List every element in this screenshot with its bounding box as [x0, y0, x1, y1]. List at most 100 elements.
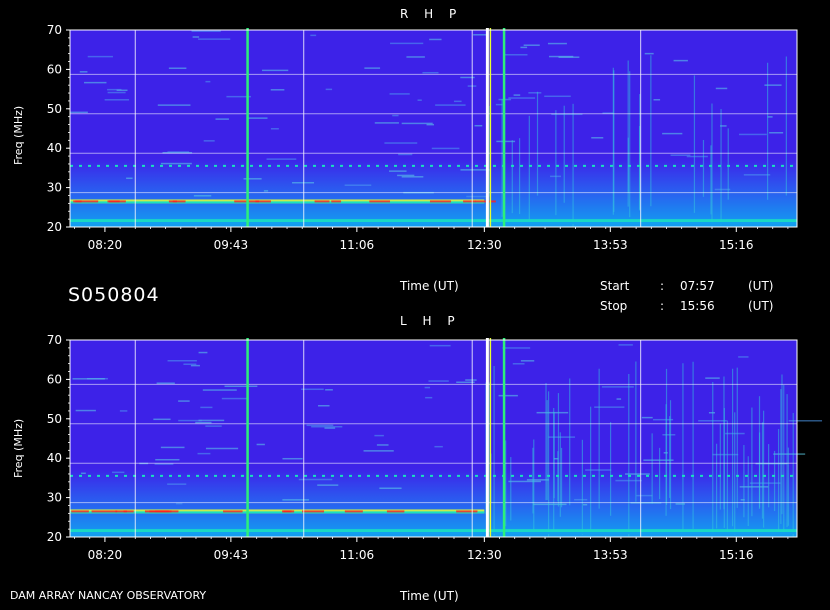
x-tick-label: 09:43: [214, 238, 249, 252]
noise-streak: [496, 140, 516, 143]
band-hotspot: [456, 510, 478, 513]
noise-streak: [266, 158, 297, 160]
noise-streak: [325, 88, 333, 91]
start-unit: (UT): [748, 279, 774, 293]
noise-streak: [675, 503, 685, 505]
band-21mhz: [70, 222, 797, 225]
noise-streak: [417, 99, 422, 101]
x-tick-label: 08:20: [88, 548, 123, 562]
noise-streak: [364, 67, 381, 69]
noise-streak: [429, 38, 442, 41]
noise-streak: [401, 176, 424, 178]
noise-streak: [306, 424, 334, 427]
noise-streak: [554, 457, 559, 460]
band-hotspot: [73, 200, 82, 203]
lhp-panel-title: L H P: [400, 314, 461, 328]
noise-streak: [743, 174, 771, 176]
noise-streak: [202, 389, 237, 391]
x-tick-label: 08:20: [88, 238, 123, 252]
noise-streak: [317, 484, 339, 486]
noise-streak: [653, 99, 661, 101]
y-tick-label: 70: [47, 333, 62, 347]
noise-streak: [533, 503, 567, 506]
noise-streak: [107, 91, 126, 94]
noise-streak: [183, 363, 197, 365]
x-tick-label: 15:16: [719, 238, 754, 252]
noise-streak: [625, 473, 650, 475]
noise-streak: [193, 195, 212, 197]
band-22mhz: [70, 529, 797, 533]
band-hotspot: [463, 200, 476, 203]
noise-streak: [498, 394, 518, 397]
noise-streak: [705, 377, 720, 379]
band-hotspot: [255, 200, 271, 203]
y-tick-label: 40: [47, 141, 62, 155]
noise-streak: [788, 420, 823, 422]
noise-streak: [544, 95, 571, 98]
stop-time: 15:56: [680, 299, 715, 313]
noise-streak: [310, 34, 317, 37]
noise-streak: [508, 97, 536, 99]
band-hotspot: [71, 510, 89, 513]
noise-streak: [769, 132, 784, 134]
noise-streak: [160, 162, 192, 165]
noise-streak: [426, 123, 434, 126]
noise-streak: [425, 396, 433, 399]
y-tick-label: 70: [47, 23, 62, 37]
noise-streak: [156, 382, 175, 384]
noise-streak: [503, 54, 528, 56]
start-label: Start: [600, 279, 630, 293]
noise-streak: [344, 184, 372, 186]
noise-streak: [429, 344, 451, 347]
noise-streak: [155, 458, 180, 461]
noise-streak: [526, 479, 549, 481]
noise-streak: [200, 406, 213, 409]
noise-streak: [644, 52, 654, 55]
noise-streak: [256, 443, 265, 446]
band-hotspot: [149, 510, 172, 513]
band-hotspot: [429, 200, 452, 203]
noise-streak: [243, 178, 262, 180]
noise-streak: [670, 154, 691, 156]
noise-streak: [520, 360, 535, 362]
noise-streak: [502, 347, 531, 349]
noise-streak: [602, 112, 614, 114]
noise-streak: [226, 95, 251, 98]
noise-streak: [324, 427, 336, 429]
lhp-xlabel: Time (UT): [400, 589, 459, 603]
noise-streak: [574, 498, 588, 501]
stop-separator: :: [660, 299, 665, 313]
noise-streak: [282, 499, 310, 501]
noise-streak: [673, 59, 688, 62]
band-hotspot: [283, 510, 295, 513]
band-26mhz: [70, 201, 485, 204]
noise-streak: [178, 400, 190, 402]
noise-streak: [197, 452, 211, 455]
band-hotspot: [115, 510, 128, 513]
y-tick-label: 50: [47, 102, 62, 116]
noise-streak: [547, 42, 567, 45]
noise-streak: [528, 92, 542, 94]
noise-streak: [431, 147, 460, 150]
noise-streak: [749, 482, 781, 484]
noise-streak: [246, 117, 268, 119]
noise-streak: [512, 363, 525, 365]
noise-streak: [374, 122, 399, 124]
noise-streak: [773, 453, 806, 455]
noise-streak: [104, 99, 130, 101]
band-hotspot: [369, 200, 391, 203]
stop-unit: (UT): [748, 299, 774, 313]
y-tick-label: 50: [47, 412, 62, 426]
noise-streak: [87, 55, 113, 58]
noise-streak: [508, 480, 542, 483]
noise-streak: [72, 378, 105, 380]
x-tick-label: 15:16: [719, 548, 754, 562]
noise-streak: [712, 453, 739, 456]
noise-streak: [424, 386, 431, 389]
noise-streak: [398, 153, 413, 156]
noise-streak: [708, 411, 715, 414]
noise-streak: [401, 122, 433, 125]
noise-streak: [428, 380, 449, 382]
noise-streak: [157, 104, 191, 106]
band-26mhz: [70, 511, 485, 514]
